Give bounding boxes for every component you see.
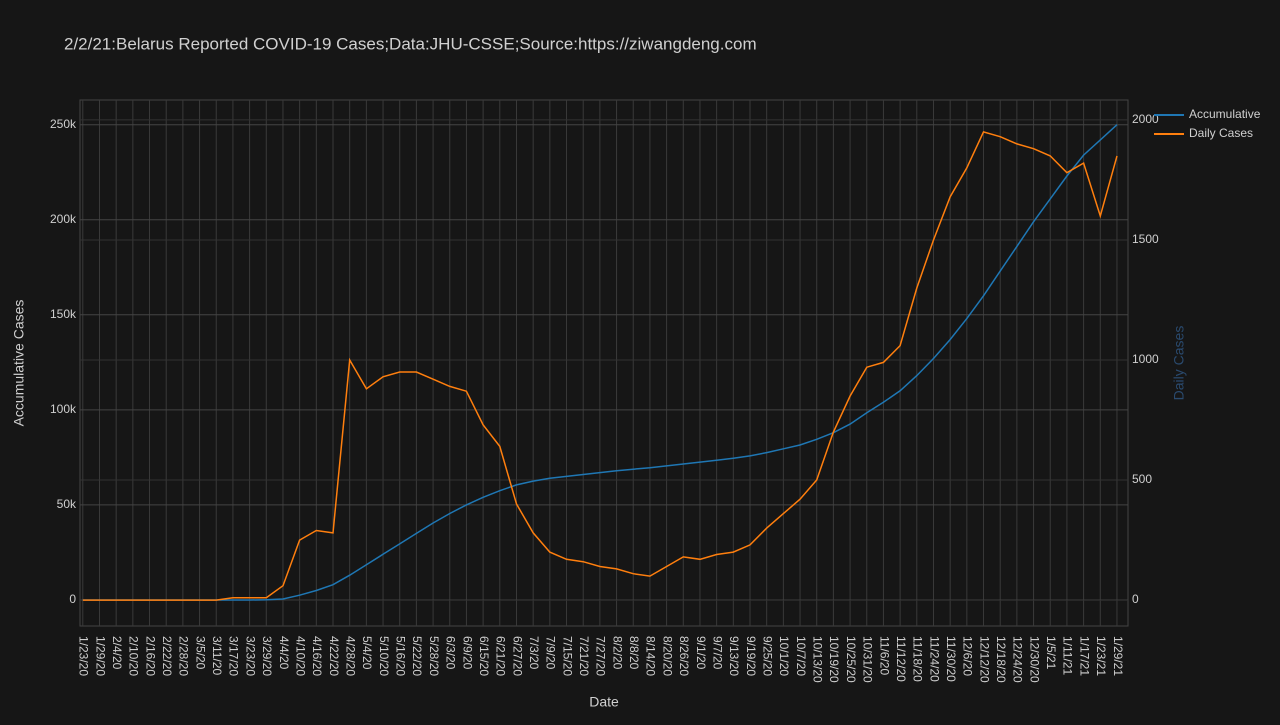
- y-tick-label: 150k: [50, 307, 77, 321]
- x-tick-label: 4/4/20: [277, 636, 291, 670]
- y2-axis-label: Daily Cases: [1171, 326, 1187, 401]
- legend-label: Daily Cases: [1189, 126, 1253, 140]
- x-tick-label: 7/15/20: [560, 636, 574, 676]
- x-tick-label: 10/7/20: [794, 636, 808, 676]
- x-tick-label: 3/17/20: [227, 636, 241, 676]
- x-tick-label: 1/17/21: [1077, 636, 1091, 676]
- series-line: [82, 124, 1118, 601]
- y2-tick-label: 1500: [1132, 232, 1159, 246]
- x-tick-label: 2/10/20: [127, 636, 141, 676]
- x-tick-label: 1/23/21: [1094, 636, 1108, 676]
- x-tick-label: 4/28/20: [344, 636, 358, 676]
- x-tick-label: 8/20/20: [660, 636, 674, 676]
- y-tick-label: 250k: [50, 117, 77, 131]
- x-tick-label: 4/10/20: [293, 636, 307, 676]
- x-tick-label: 8/26/20: [677, 636, 691, 676]
- x-tick-label: 11/24/20: [927, 636, 941, 682]
- x-tick-label: 8/8/20: [627, 636, 641, 670]
- x-tick-label: 6/21/20: [494, 636, 508, 676]
- y2-tick-label: 1000: [1132, 352, 1159, 366]
- x-tick-label: 11/6/20: [877, 636, 891, 675]
- x-tick-label: 7/3/20: [527, 636, 541, 670]
- x-tick-label: 4/22/20: [327, 636, 341, 676]
- x-tick-label: 12/18/20: [994, 636, 1008, 683]
- x-tick-label: 10/25/20: [844, 636, 858, 683]
- x-tick-label: 9/1/20: [694, 636, 708, 670]
- x-tick-label: 4/16/20: [310, 636, 324, 676]
- y2-tick-label: 0: [1132, 592, 1139, 606]
- x-tick-label: 12/6/20: [961, 636, 975, 676]
- x-tick-label: 10/13/20: [811, 636, 825, 683]
- x-tick-label: 2/28/20: [177, 636, 191, 676]
- x-tick-label: 6/9/20: [460, 636, 474, 670]
- x-tick-label: 9/25/20: [761, 636, 775, 676]
- x-tick-label: 10/19/20: [827, 636, 841, 683]
- x-tick-label: 5/28/20: [427, 636, 441, 676]
- plot-frame: [79, 99, 1129, 627]
- series-line: [82, 131, 1118, 601]
- x-tick-label: 10/31/20: [861, 636, 875, 683]
- x-tick-label: 1/23/20: [77, 636, 91, 676]
- x-tick-label: 6/3/20: [444, 636, 458, 670]
- y2-tick-label: 500: [1132, 472, 1152, 486]
- x-tick-label: 1/5/21: [1044, 636, 1058, 670]
- x-tick-label: 12/12/20: [977, 636, 991, 683]
- x-tick-label: 2/22/20: [160, 636, 174, 676]
- x-tick-label: 8/14/20: [644, 636, 658, 676]
- x-tick-label: 3/23/20: [243, 636, 257, 676]
- x-tick-label: 7/9/20: [544, 636, 558, 670]
- legend-label: Accumulative: [1189, 107, 1261, 121]
- x-tick-label: 10/1/20: [777, 636, 791, 676]
- x-tick-label: 5/22/20: [410, 636, 424, 676]
- x-tick-label: 1/29/20: [93, 636, 107, 676]
- x-tick-label: 2/4/20: [110, 636, 124, 670]
- x-tick-label: 3/5/20: [193, 636, 207, 670]
- x-tick-label: 6/15/20: [477, 636, 491, 676]
- y-tick-label: 100k: [50, 402, 77, 416]
- x-tick-label: 5/4/20: [360, 636, 374, 670]
- x-tick-label: 9/13/20: [727, 636, 741, 676]
- x-tick-label: 9/7/20: [710, 636, 724, 670]
- x-tick-label: 3/11/20: [210, 636, 224, 675]
- x-axis-label: Date: [589, 694, 619, 710]
- x-tick-label: 6/27/20: [510, 636, 524, 676]
- chart-title: 2/2/21:Belarus Reported COVID-19 Cases;D…: [64, 34, 757, 53]
- x-tick-label: 11/18/20: [911, 636, 925, 682]
- x-tick-label: 9/19/20: [744, 636, 758, 676]
- x-tick-label: 11/30/20: [944, 636, 958, 682]
- y-tick-label: 0: [69, 592, 76, 606]
- x-tick-label: 1/29/21: [1111, 636, 1125, 676]
- x-tick-label: 5/10/20: [377, 636, 391, 676]
- x-tick-label: 5/16/20: [394, 636, 408, 676]
- x-tick-label: 1/11/21: [1061, 636, 1075, 675]
- x-tick-label: 3/29/20: [260, 636, 274, 676]
- x-tick-label: 8/2/20: [610, 636, 624, 670]
- y-tick-label: 200k: [50, 212, 77, 226]
- x-tick-label: 7/27/20: [594, 636, 608, 676]
- x-tick-label: 2/16/20: [143, 636, 157, 676]
- y-axis-label: Accumulative Cases: [11, 300, 27, 427]
- y2-tick-label: 2000: [1132, 112, 1159, 126]
- x-tick-label: 11/12/20: [894, 636, 908, 682]
- x-tick-label: 12/24/20: [1011, 636, 1025, 683]
- y-tick-label: 50k: [57, 497, 77, 511]
- x-tick-label: 12/30/20: [1027, 636, 1041, 683]
- x-tick-label: 7/21/20: [577, 636, 591, 676]
